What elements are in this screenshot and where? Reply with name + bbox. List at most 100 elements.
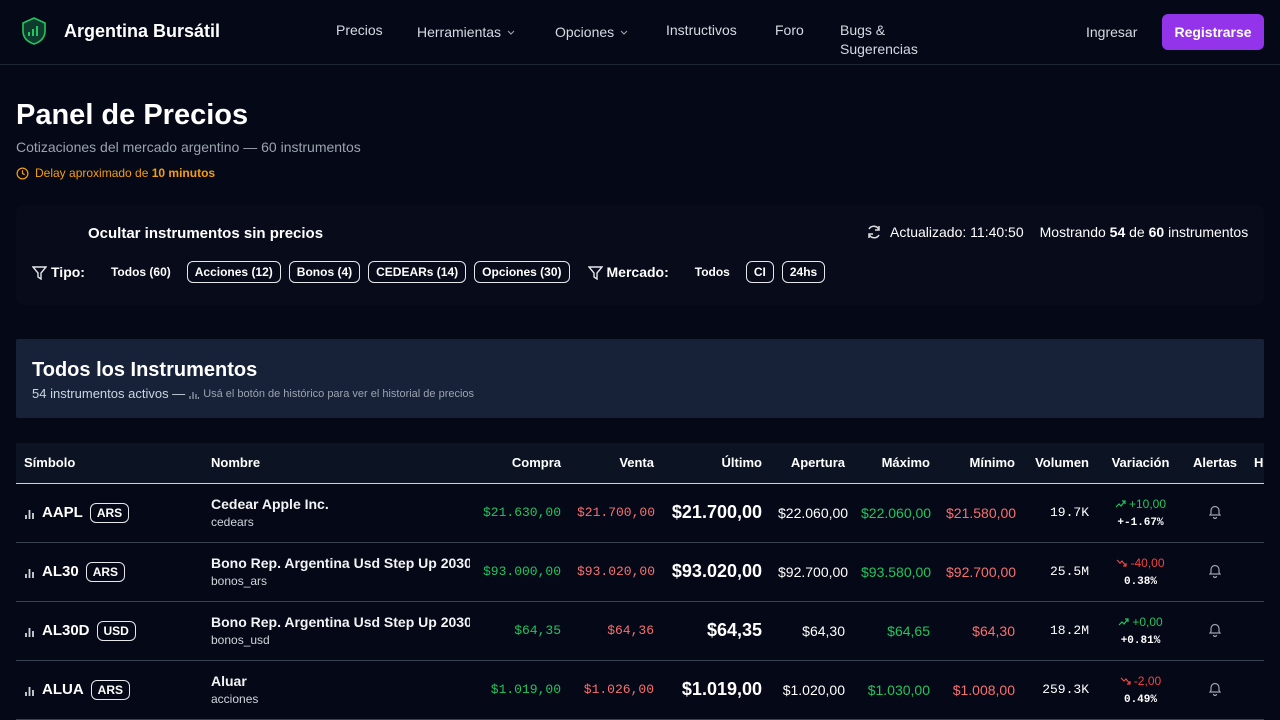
change-value: -2,00	[1133, 673, 1162, 688]
currency-badge: ARS	[85, 561, 126, 582]
column-header: Máximo	[853, 443, 938, 484]
symbol-cell: AAPL ARS	[16, 483, 203, 543]
count: 54	[1109, 224, 1126, 240]
instrument-name: Cedear Apple Inc.	[211, 496, 329, 512]
bell-icon[interactable]	[1207, 563, 1223, 578]
low: $92.700,00	[938, 542, 1023, 602]
alert-cell	[1184, 483, 1246, 543]
volume: 18.2M	[1023, 601, 1097, 661]
change-pct: 0.38%	[1123, 575, 1157, 588]
history-icon[interactable]	[24, 566, 35, 578]
filter-row: Tipo: Todos (60) Acciones (12) Bonos (4) CED…	[32, 261, 833, 283]
nav-dropdown[interactable]: Opciones	[555, 24, 628, 40]
column-header: H	[1246, 443, 1264, 484]
alert-cell	[1184, 660, 1246, 720]
chart-icon	[189, 391, 200, 399]
low: $21.580,00	[938, 483, 1023, 543]
change: -2,00	[1105, 674, 1176, 688]
filter-chip[interactable]: 24hs	[781, 261, 826, 283]
filter-chip[interactable]: Todos (60)	[110, 265, 171, 279]
symbol: AAPL ARS	[24, 502, 195, 523]
history-cell	[1246, 542, 1264, 602]
history-cell	[1246, 660, 1264, 720]
filter-chip[interactable]: Bonos (4)	[288, 261, 361, 283]
last-price: $93.020,00	[662, 542, 770, 602]
change-value: -40,00	[1130, 555, 1165, 570]
trend-icon	[1120, 677, 1131, 685]
column-header: Último	[662, 443, 770, 484]
table-container: Símbolo Nombre Compra Venta Último Apertura Má…	[16, 443, 1264, 720]
funnel-icon	[32, 265, 47, 280]
symbol-text: AAPL	[42, 504, 83, 521]
symbol-cell: AL30D USD	[16, 601, 203, 661]
section-title: Todos los Instrumentos	[32, 359, 258, 381]
navbar: Argentina Bursátil Precios Herramientas …	[0, 0, 1280, 65]
chevron	[507, 30, 515, 36]
bid: $1.019,00	[470, 660, 569, 720]
page-subtitle: Cotizaciones del mercado argentino — 60 …	[16, 139, 361, 155]
table-row: ALUA ARS Aluar acciones $1.019,00 $1.026,00 $1…	[16, 660, 1264, 720]
ask: $64,36	[569, 601, 662, 661]
register-button[interactable]: Registrarse	[1162, 14, 1264, 50]
nav-link[interactable]: Instructivos	[666, 22, 737, 38]
toggle[interactable]	[40, 223, 80, 245]
text: de	[1129, 224, 1145, 240]
filter-label-text: Mercado:	[606, 264, 669, 280]
symbol: AL30D USD	[24, 620, 195, 641]
symbol-text: ALUA	[42, 681, 84, 698]
change-cell: -40,00 0.38%	[1097, 542, 1184, 602]
name-cell: Aluar acciones	[203, 660, 470, 720]
history-icon[interactable]	[24, 684, 35, 696]
nav-link[interactable]: Bugs & Sugerencias	[840, 22, 918, 57]
brand[interactable]: Argentina Bursátil	[64, 21, 221, 41]
volume: 19.7K	[1023, 483, 1097, 543]
change-cell: +0,00 +0.81%	[1097, 601, 1184, 661]
nav-link[interactable]: Precios	[336, 22, 383, 38]
volume: 25.5M	[1023, 542, 1097, 602]
column-header: Venta	[569, 443, 662, 484]
bell-icon[interactable]	[1207, 622, 1223, 637]
filter-chip[interactable]: Todos	[694, 265, 730, 279]
trend-icon	[1115, 499, 1126, 507]
nav-link-text: Opciones	[555, 24, 615, 40]
logo[interactable]	[21, 17, 47, 45]
change-cell: -2,00 0.49%	[1097, 660, 1184, 720]
table-body: AAPL ARS Cedear Apple Inc. cedears $21.630,0…	[16, 483, 1264, 720]
filter-label: Tipo:	[32, 264, 85, 280]
delay-value: 10 minutos	[151, 166, 216, 180]
filter-chip[interactable]: Acciones (12)	[186, 261, 281, 283]
updated-time: Actualizado: 11:40:50	[890, 224, 1024, 240]
filter-chip[interactable]: CI	[745, 261, 774, 283]
open: $1.020,00	[770, 660, 853, 720]
showing-count: Mostrando 54 de 60 instrumentos	[1040, 224, 1249, 240]
high: $64,65	[853, 601, 938, 661]
high: $1.030,00	[853, 660, 938, 720]
text: instrumentos	[1168, 224, 1249, 240]
instrument-name: Bono Rep. Argentina Usd Step Up 2030	[211, 614, 470, 630]
refresh-icon[interactable]	[866, 224, 882, 240]
filter-label: Mercado:	[587, 264, 669, 280]
column-header: Volumen	[1023, 443, 1097, 484]
filter-chip[interactable]: Opciones (30)	[474, 261, 570, 283]
symbol-text: AL30	[42, 563, 79, 580]
funnel-icon	[587, 265, 603, 280]
delay-prefix: Delay aproximado de	[35, 166, 149, 180]
history-icon[interactable]	[24, 625, 35, 637]
bell-icon[interactable]	[1207, 681, 1223, 696]
history-icon[interactable]	[24, 507, 35, 519]
nav-link[interactable]: Foro	[775, 22, 804, 38]
trend-icon	[1117, 559, 1128, 567]
currency-badge: ARS	[90, 679, 131, 700]
bid: $21.630,00	[470, 483, 569, 543]
filter-chip[interactable]: CEDEARs (14)	[368, 261, 467, 283]
symbol-text: AL30D	[42, 622, 90, 639]
change: -40,00	[1105, 556, 1176, 570]
login-link[interactable]: Ingresar	[1086, 24, 1138, 40]
active-count: 54 instrumentos activos —	[32, 386, 186, 401]
toggle-label[interactable]: Ocultar instrumentos sin precios	[88, 225, 324, 242]
nav-dropdown[interactable]: Herramientas	[417, 24, 515, 40]
bell-icon[interactable]	[1207, 504, 1223, 519]
column-header: Alertas	[1184, 443, 1246, 484]
status: Actualizado: 11:40:50 Mostrando 54 de 60…	[866, 224, 1248, 240]
